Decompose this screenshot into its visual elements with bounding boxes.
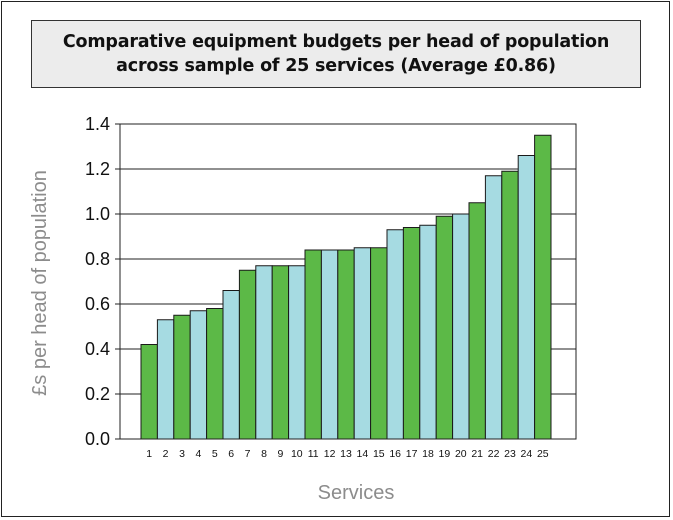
- bar: [238, 269, 257, 440]
- x-tick-label: 19: [439, 448, 451, 460]
- bar: [534, 134, 552, 440]
- plot-area-border: [119, 123, 577, 440]
- y-tick-label: 0.8: [85, 249, 110, 269]
- x-tick-label: 3: [179, 448, 185, 460]
- x-tick-label: 14: [357, 448, 369, 460]
- bar: [337, 249, 355, 440]
- x-tick-label: 2: [163, 448, 169, 460]
- bar: [271, 265, 290, 440]
- bar: [140, 344, 158, 440]
- x-tick-label: 23: [504, 448, 516, 460]
- bar: [288, 265, 306, 440]
- bar: [353, 247, 372, 440]
- x-tick-label: 10: [291, 448, 303, 460]
- bar: [402, 227, 421, 440]
- bar: [320, 249, 339, 440]
- x-tick-label: 25: [537, 448, 549, 460]
- x-tick-label: 16: [389, 448, 401, 460]
- bar: [156, 319, 175, 440]
- chart-title: Comparative equipment budgets per head o…: [62, 32, 610, 76]
- bar: [468, 202, 486, 440]
- y-tick-label: 1.4: [85, 114, 110, 134]
- bar: [517, 155, 536, 440]
- bar: [452, 213, 470, 440]
- y-tick-label: 1.2: [85, 159, 110, 179]
- bar: [173, 314, 191, 440]
- y-tick-label: 0.4: [85, 339, 110, 359]
- x-tick-label: 9: [277, 448, 283, 460]
- x-tick-label: 5: [212, 448, 218, 460]
- y-tick-label: 0.6: [85, 294, 110, 314]
- bar: [484, 175, 503, 440]
- x-tick-label: 6: [228, 448, 234, 460]
- bar: [189, 310, 208, 440]
- x-tick-label: 18: [422, 448, 434, 460]
- x-tick-label: 21: [471, 448, 483, 460]
- bar: [435, 215, 454, 440]
- bar: [370, 247, 388, 440]
- x-tick-label: 12: [324, 448, 336, 460]
- x-tick-label: 22: [488, 448, 500, 460]
- chart-title-box: Comparative equipment budgets per head o…: [31, 20, 641, 88]
- bar: [222, 290, 240, 440]
- y-tick-label: 1.0: [85, 204, 110, 224]
- y-axis-label: £s per head of population: [29, 170, 51, 396]
- x-tick-label: 7: [245, 448, 251, 460]
- bar: [501, 170, 519, 440]
- bar: [386, 229, 404, 440]
- axes: [115, 123, 577, 440]
- x-tick-label: 15: [373, 448, 385, 460]
- bar: [419, 224, 437, 440]
- x-tick-label: 17: [406, 448, 418, 460]
- x-axis-label: Services: [318, 482, 395, 504]
- bars: [140, 134, 552, 440]
- bar: [255, 265, 273, 440]
- y-tick-label: 0.0: [85, 429, 110, 449]
- y-tick-label: 0.2: [85, 384, 110, 404]
- x-tick-label: 1: [146, 448, 152, 460]
- y-tick-labels: 0.0 0.2 0.4 0.6 0.8 1.0 1.2 1.4: [85, 114, 110, 449]
- x-tick-label: 20: [455, 448, 467, 460]
- x-tick-labels: 1 2 3 4 5 6 7 8 9 10 11 12 13 14 15 16 17 18 19 20 21 22 23 24 2…: [146, 448, 549, 460]
- x-tick-label: 4: [195, 448, 201, 460]
- bar: [304, 249, 322, 440]
- x-tick-label: 13: [340, 448, 352, 460]
- bar: [206, 308, 224, 440]
- x-tick-label: 24: [521, 448, 533, 460]
- x-tick-label: 8: [261, 448, 267, 460]
- x-tick-label: 11: [308, 448, 319, 460]
